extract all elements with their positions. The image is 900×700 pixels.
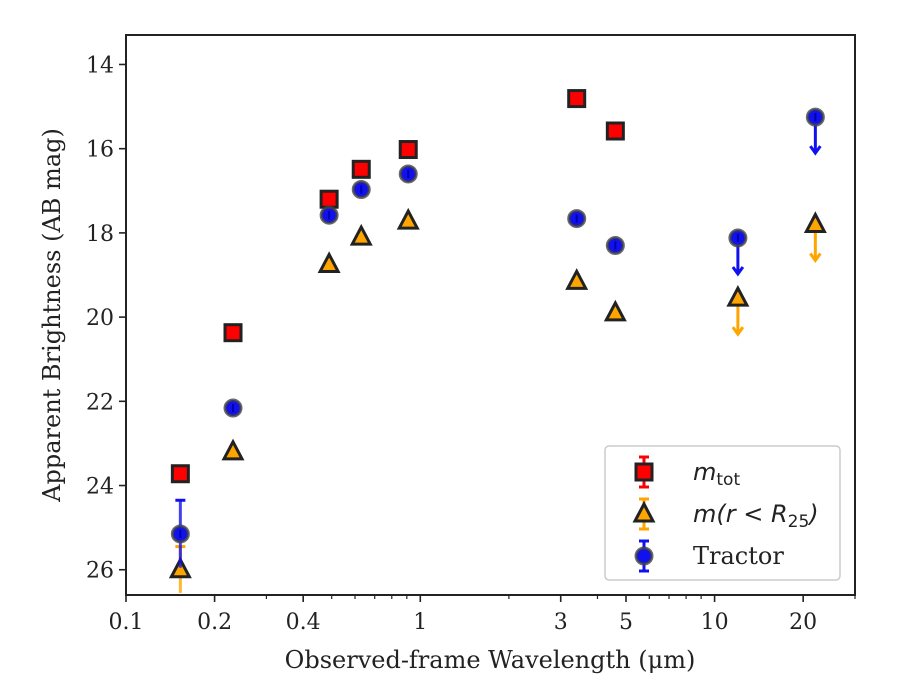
- plot-frame: [125, 34, 856, 596]
- data-point: [170, 498, 190, 568]
- marker-triangle: [803, 211, 827, 233]
- data-point: [803, 211, 827, 264]
- upper-limit-arrow-head: [809, 252, 822, 264]
- x-tick-label: 10: [701, 610, 729, 635]
- data-point: [565, 268, 589, 290]
- y-axis-label: Apparent Brightness (AB mag): [38, 128, 66, 503]
- marker-triangle: [565, 268, 589, 290]
- y-tick-label: 26: [86, 559, 114, 584]
- legend-label: Tractor: [693, 542, 784, 570]
- data-point: [317, 251, 341, 273]
- x-tick-label: 5: [619, 610, 633, 635]
- marker-triangle: [317, 251, 341, 273]
- data-point: [567, 209, 587, 229]
- data-point: [351, 159, 371, 179]
- series-square: [170, 89, 625, 484]
- data-point: [567, 89, 587, 109]
- marker-square: [605, 121, 625, 141]
- data-point: [805, 107, 825, 156]
- data-point: [398, 164, 418, 184]
- x-tick-label: 1: [413, 610, 427, 635]
- data-point: [319, 205, 339, 225]
- marker-triangle: [726, 284, 750, 307]
- data-point: [319, 189, 339, 209]
- x-tick-label: 3: [554, 610, 568, 635]
- marker-square: [319, 189, 339, 209]
- data-point: [398, 140, 418, 160]
- legend-marker-square: [634, 462, 654, 482]
- data-point: [223, 398, 243, 418]
- data-point: [223, 323, 243, 343]
- marker-triangle: [396, 207, 420, 230]
- legend-frame: [604, 445, 841, 581]
- marker-square: [170, 464, 190, 484]
- marker-triangle: [349, 223, 373, 246]
- legend: mtot m(r < R25) Tractor: [604, 445, 841, 581]
- series-circle: [170, 107, 825, 568]
- data-point: [349, 223, 373, 246]
- upper-limit-arrow-head: [809, 145, 822, 156]
- x-axis-ticks: 0.1 0.2 0.4 1 3 5 10 20: [109, 595, 856, 635]
- marker-triangle: [168, 556, 192, 579]
- y-tick-label: 24: [86, 475, 114, 500]
- series-triangle: [168, 207, 827, 593]
- y-tick-label: 16: [86, 138, 114, 163]
- upper-limit-arrow-head: [731, 326, 745, 337]
- data-point: [605, 236, 625, 256]
- x-tick-label: 20: [789, 610, 817, 635]
- data-marks: [168, 89, 827, 593]
- data-point: [726, 284, 750, 337]
- x-tick-label: 0.2: [197, 610, 232, 635]
- marker-triangle: [603, 299, 627, 322]
- x-tick-label: 0.1: [109, 610, 144, 635]
- data-point: [396, 207, 420, 230]
- legend-label: mtot: [693, 458, 740, 490]
- legend-entry: Tractor: [634, 539, 784, 573]
- legend-marker-triangle: [632, 500, 656, 523]
- data-point: [605, 121, 625, 141]
- marker-triangle: [221, 438, 245, 461]
- marker-square: [351, 159, 371, 179]
- x-axis-label: Observed-frame Wavelength (μm): [285, 646, 696, 674]
- y-axis-ticks: 14 16 18 20 22 24 26: [86, 53, 126, 584]
- marker-square: [223, 323, 243, 343]
- data-point: [170, 464, 190, 484]
- data-point: [728, 228, 748, 277]
- data-point: [221, 438, 245, 461]
- marker-square: [567, 89, 587, 109]
- legend-marker-circle: [634, 546, 654, 566]
- upper-limit-arrow-head: [731, 266, 745, 277]
- y-tick-label: 14: [86, 53, 114, 78]
- y-tick-label: 20: [86, 306, 114, 331]
- y-tick-label: 22: [86, 390, 114, 415]
- legend-entry: mtot: [634, 455, 740, 490]
- marker-square: [398, 140, 418, 160]
- legend-label: m(r < R25): [693, 500, 819, 532]
- data-point: [351, 180, 371, 200]
- y-tick-label: 18: [86, 222, 114, 247]
- x-tick-label: 0.4: [286, 610, 321, 635]
- data-point: [603, 299, 627, 322]
- legend-entry: m(r < R25): [632, 497, 819, 532]
